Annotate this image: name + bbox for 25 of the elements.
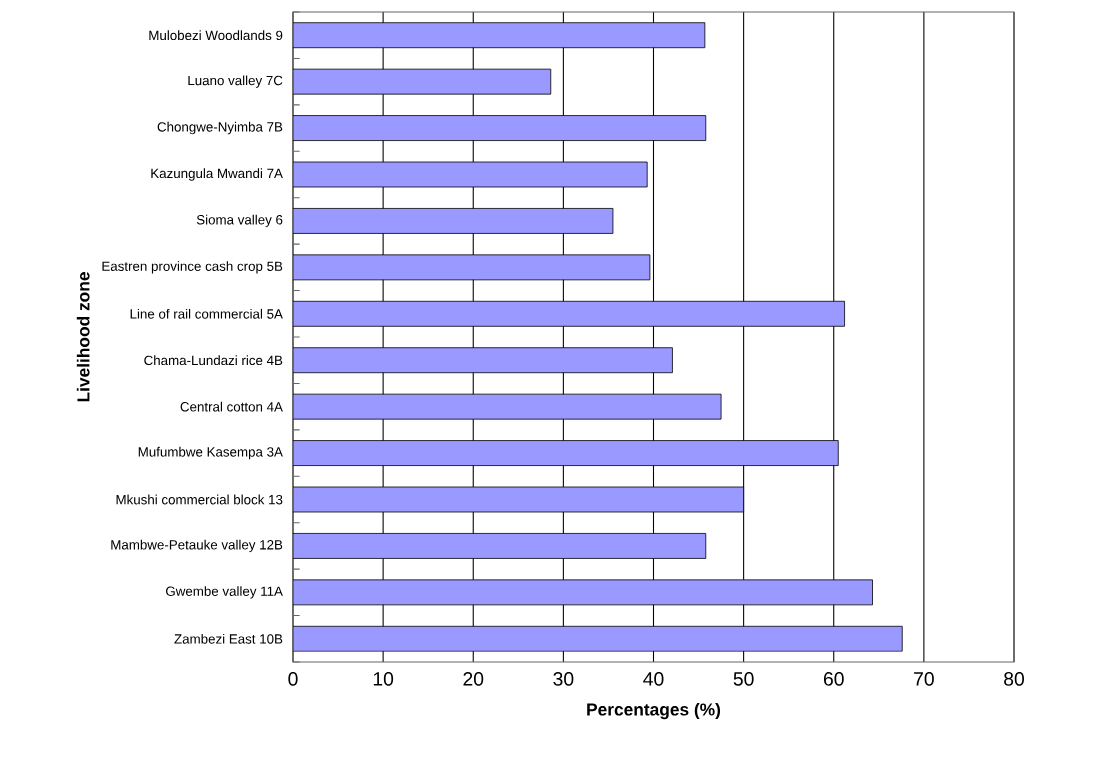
y-axis-title: Livelihood zone [76,272,90,402]
y-tick-label: Sioma valley 6 [196,214,283,228]
y-tick-label: Luano valley 7C [188,75,283,88]
x-tick-label: 70 [914,672,934,686]
y-tick-label: Mufumbwe Kasempa 3A [138,446,283,460]
y-tick-label: Mulobezi Woodlands 9 [149,30,283,41]
x-tick-label: 80 [1004,672,1024,686]
y-tick-label: Eastren province cash crop 5B [102,261,283,274]
y-tick-label: Line of rail commercial 5A [130,308,283,319]
y-tick-label: Zambezi East 10B [174,633,283,644]
y-tick-label: Mambwe-Petauke valley 12B [111,539,283,553]
x-tick-label: 30 [553,672,574,686]
x-tick-label: 10 [373,672,394,686]
x-tick-label: 60 [823,672,844,686]
y-tick-label: Mkushi commercial block 13 [116,494,283,505]
x-axis-title: Percentages (%) [587,702,721,720]
x-tick-label: 20 [463,672,484,686]
y-tick-label: Central cotton 4A [180,401,283,412]
y-tick-label: Chama-Lundazi rice 4B [144,355,283,366]
y-tick-label: Chongwe-Nyimba 7B [157,121,283,135]
x-tick-label: 40 [643,672,664,686]
y-tick-label: Gwembe valley 11A [166,586,283,599]
x-tick-label: 0 [288,672,298,686]
x-tick-label: 50 [733,672,754,686]
y-tick-label: Kazungula Mwandi 7A [151,168,283,181]
